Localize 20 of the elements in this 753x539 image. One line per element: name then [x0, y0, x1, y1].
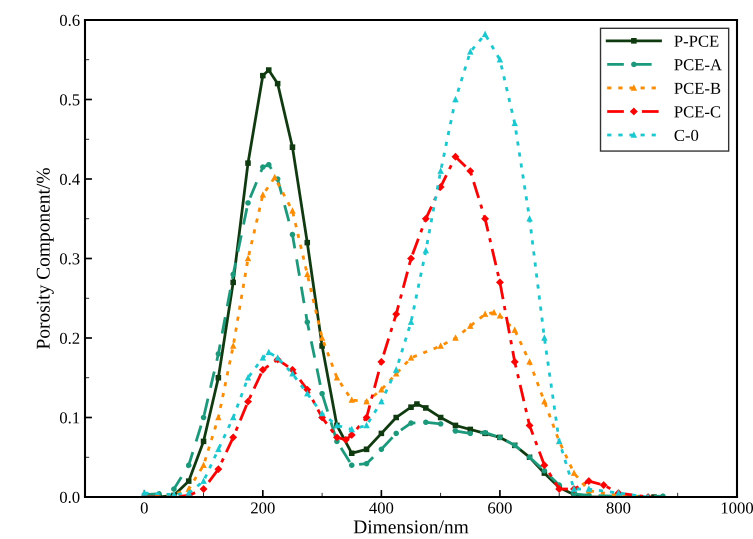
y-tick-label: 0.1	[60, 412, 80, 424]
y-tick-label: 0.0	[60, 492, 80, 504]
legend-label: C-0	[674, 130, 698, 142]
x-tick-label: 600	[488, 502, 512, 514]
x-tick-label: 1000	[722, 502, 753, 514]
y-tick-label: 0.5	[60, 94, 80, 106]
y-tick-label: 0.4	[60, 174, 80, 186]
legend-label: P-PCE	[674, 36, 718, 47]
y-axis-title: Porosity Component/%	[36, 168, 54, 349]
y-tick-label: 0.2	[60, 332, 80, 344]
legend-label: PCE-B	[674, 82, 720, 94]
x-tick-label: 800	[606, 502, 630, 514]
legend-label: PCE-A	[674, 59, 722, 70]
y-tick-label: 0.6	[60, 14, 80, 26]
x-axis-title: Dimension/nm	[354, 520, 468, 534]
x-tick-label: 400	[369, 502, 394, 514]
x-tick-label: 200	[251, 502, 275, 514]
legend-label: PCE-C	[674, 106, 720, 118]
x-tick-label: 0	[140, 502, 148, 514]
y-tick-label: 0.3	[60, 253, 80, 265]
